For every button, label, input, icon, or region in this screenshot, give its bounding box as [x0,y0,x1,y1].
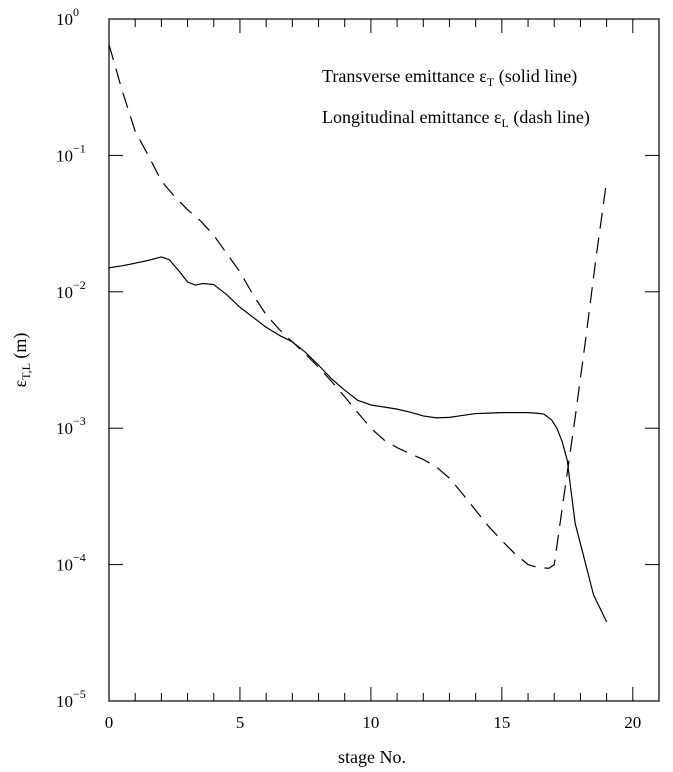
y-tick-label: 10−2 [56,278,86,302]
x-tick-label: 15 [493,713,510,732]
x-axis-title: stage No. [338,747,406,767]
y-tick-label: 10−3 [56,414,86,438]
y-tick-label: 100 [56,5,79,29]
x-tick-label: 10 [362,713,379,732]
y-tick-label: 10−1 [56,141,86,165]
plot-frame [108,18,660,702]
x-tick-label: 5 [236,713,245,732]
y-tick-label: 10−4 [56,551,86,575]
legend-transverse: Transverse emittance εT (solid line) [322,66,577,89]
legend-longitudinal: Longitudinal emittance εL (dash line) [322,107,590,130]
y-tick-label: 10−5 [56,687,86,711]
transverse-emittance-line [108,256,608,623]
x-tick-label: 0 [105,713,114,732]
x-tick-label: 20 [624,713,641,732]
y-axis-title: εT,L (m) [10,333,33,388]
